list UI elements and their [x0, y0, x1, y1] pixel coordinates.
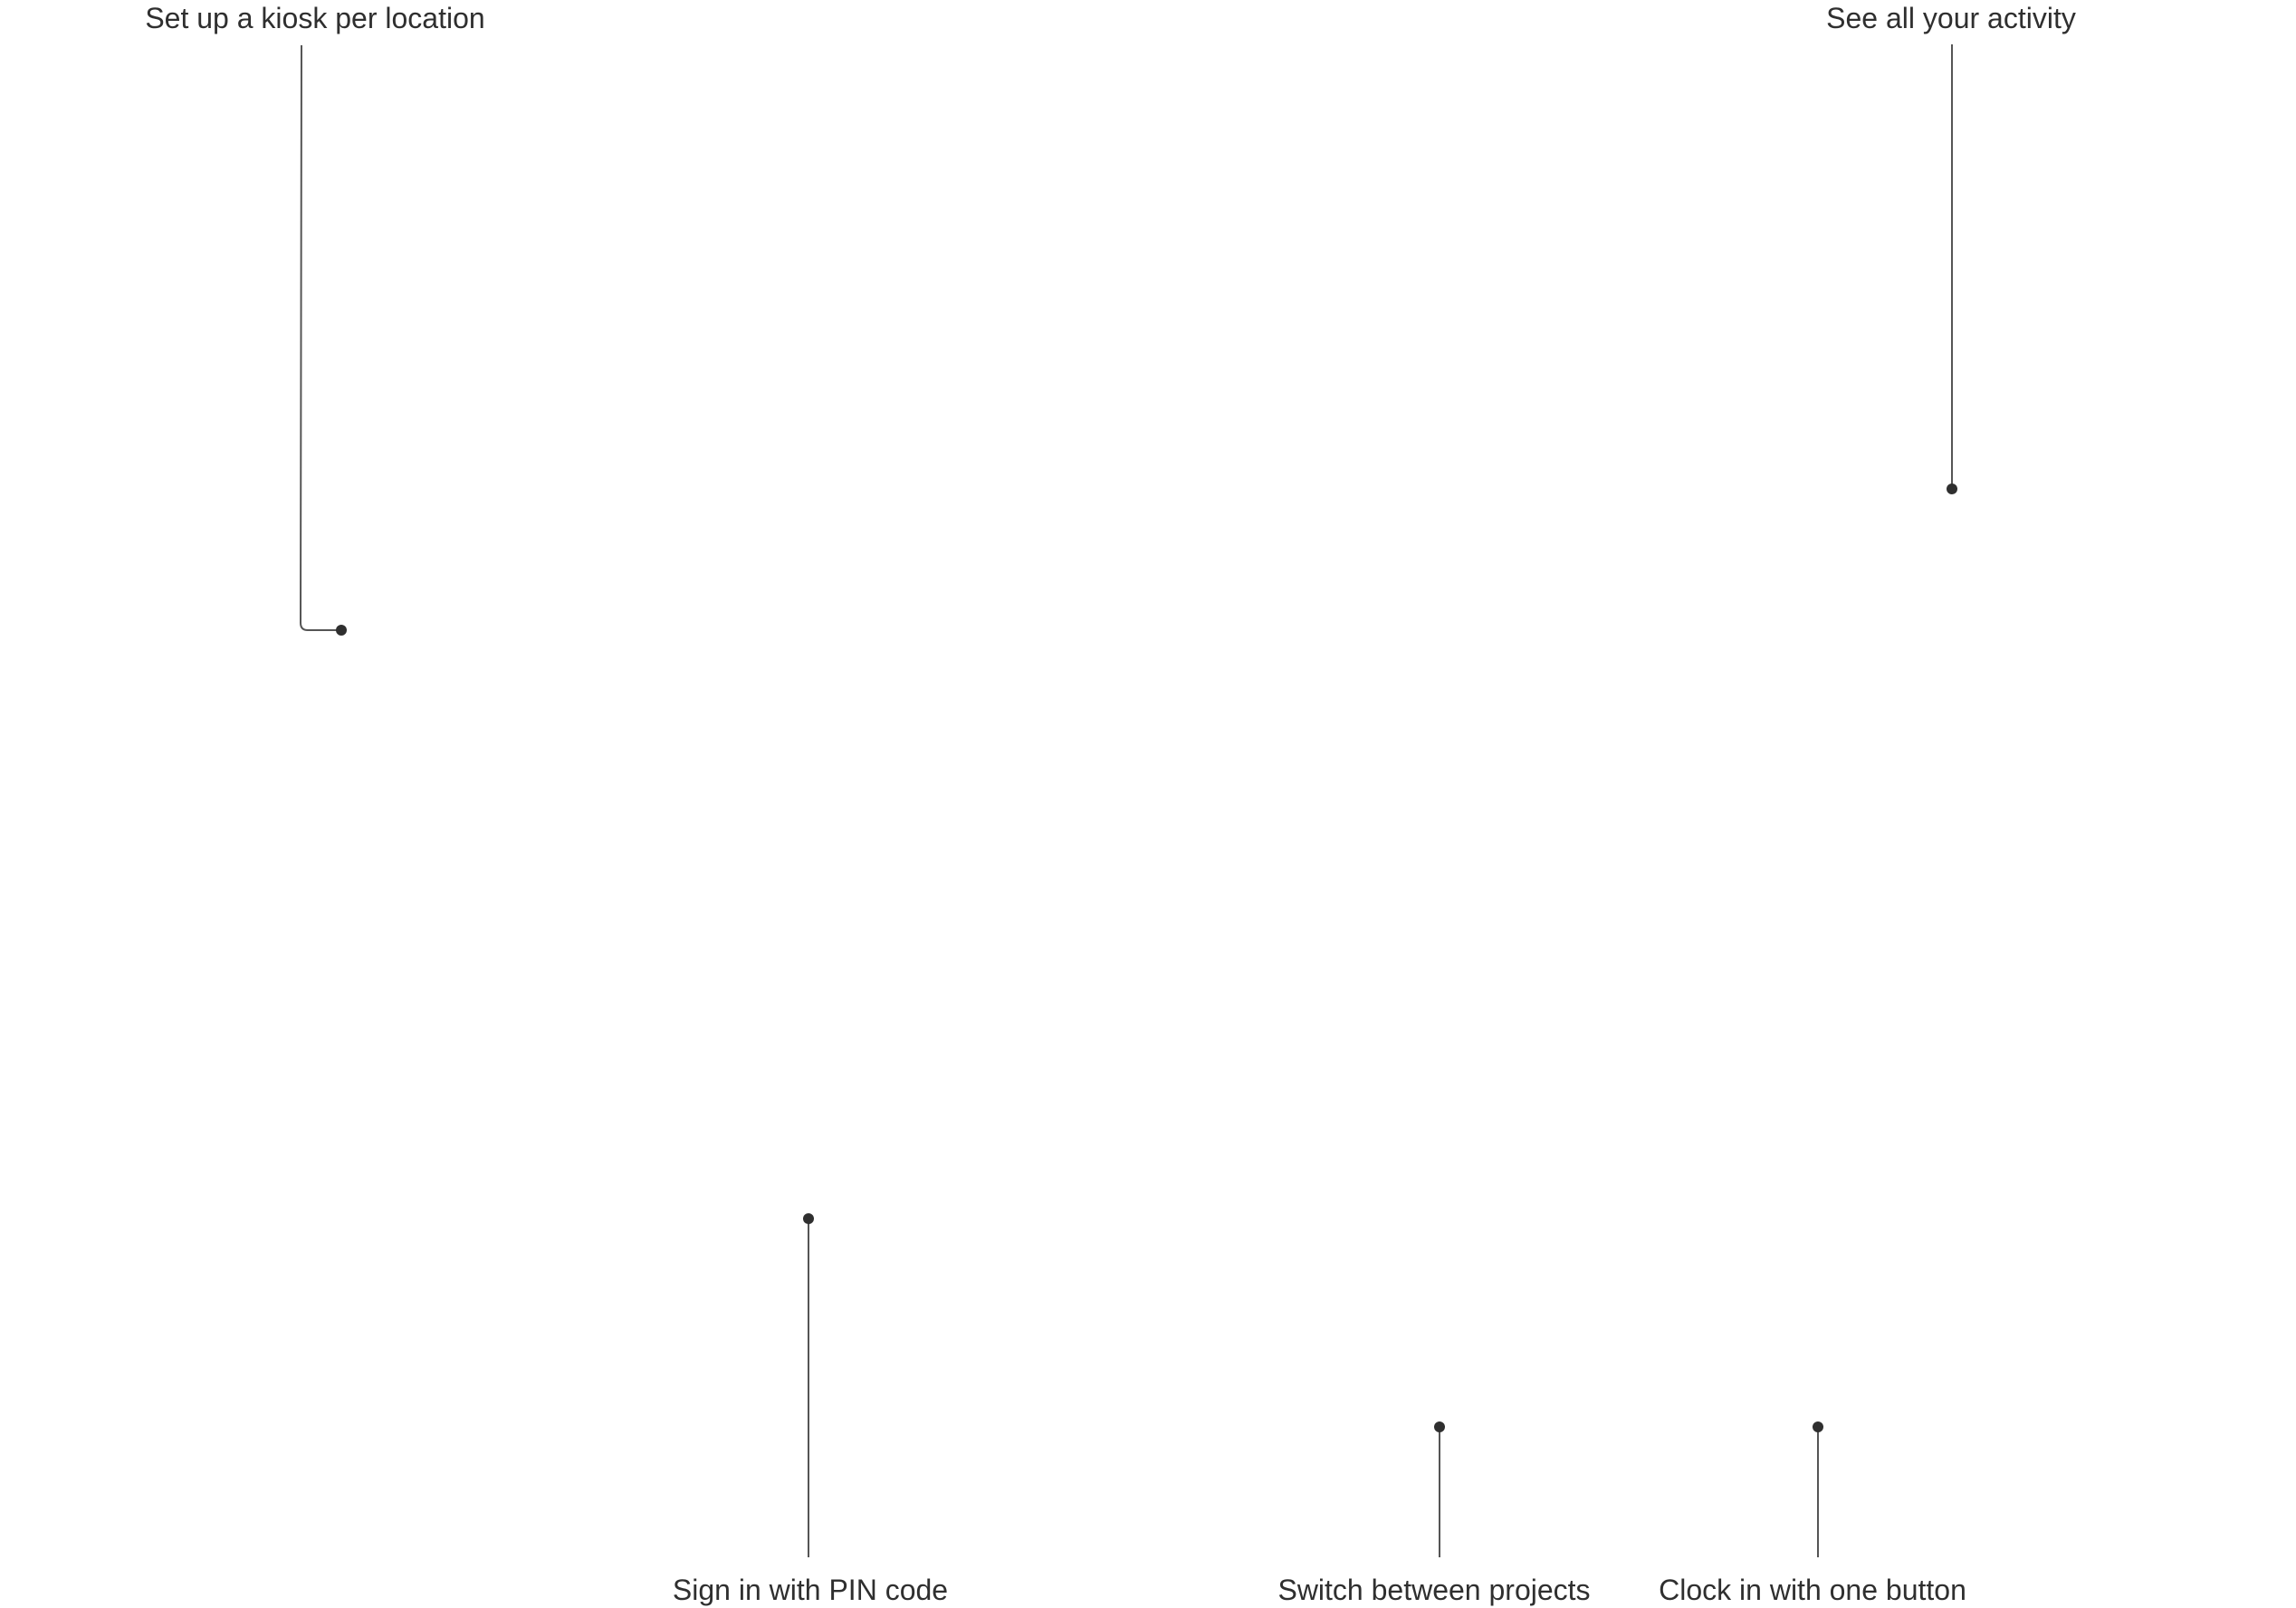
- pin-label: Sign in with PIN code: [672, 1574, 949, 1606]
- pin-dot: [803, 1213, 814, 1224]
- kiosk-dot: [336, 625, 347, 636]
- clock-dot: [1813, 1421, 1823, 1432]
- projects-dot: [1434, 1421, 1445, 1432]
- clock-label: Clock in with one button: [1659, 1574, 1966, 1606]
- activity-dot: [1947, 483, 1957, 494]
- kiosk-leader-line: [299, 44, 341, 631]
- kiosk-label: Set up a kiosk per location: [145, 2, 485, 34]
- projects-label: Switch between projects: [1277, 1574, 1591, 1606]
- activity-label: See all your activity: [1826, 2, 2076, 34]
